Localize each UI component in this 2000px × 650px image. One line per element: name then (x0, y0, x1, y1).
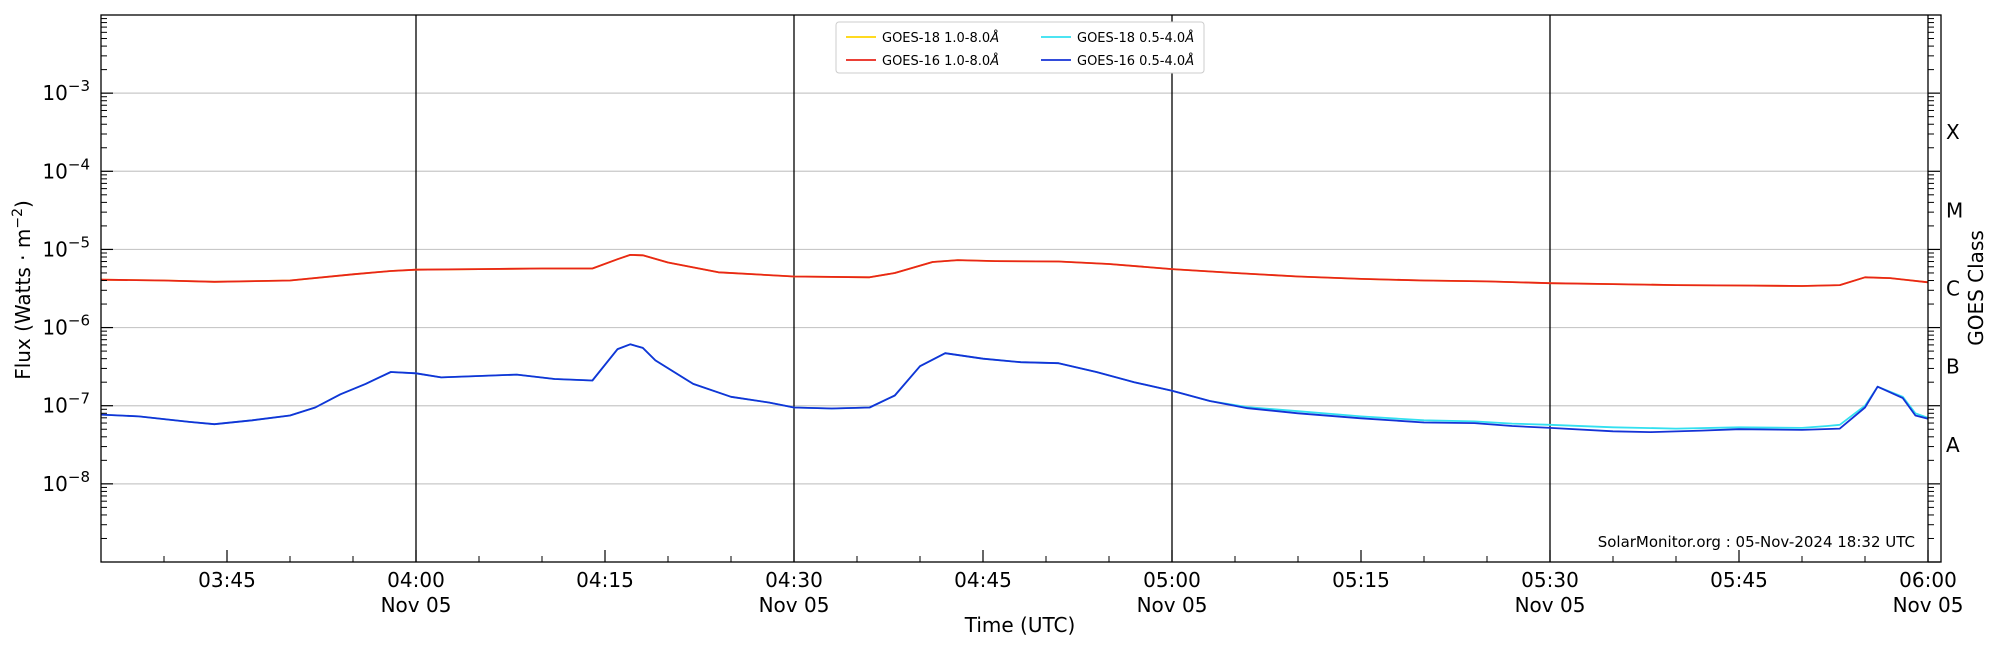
y-tick-label-2: 10−6 (42, 312, 90, 340)
y-tick-label-4: 10−4 (42, 155, 90, 183)
legend-label-1: GOES-16 1.0-8.0Å (882, 53, 999, 69)
plot-frame (100, 14, 1942, 563)
series-line-1 (100, 254, 1929, 287)
legend-label-3: GOES-16 0.5-4.0Å (1077, 53, 1194, 69)
x-tick-label-7: 05:30 (1521, 568, 1579, 592)
goes-class-label-m: M (1946, 198, 1963, 222)
series-line-2 (100, 343, 1929, 430)
goes-class-axis-label: GOES Class (1964, 230, 1988, 346)
x-tick-label-6: 05:15 (1332, 568, 1390, 592)
watermark-text: SolarMonitor.org : 05-Nov-2024 18:32 UTC (1598, 533, 1915, 551)
legend-label-2: GOES-18 0.5-4.0Å (1077, 30, 1194, 46)
y-axis-label-sup: −2 (10, 208, 26, 229)
series-line-0 (100, 254, 1929, 287)
legend-box (835, 21, 1205, 74)
y-tick-label-1: 10−7 (42, 390, 90, 418)
y-tick-label-0: 10−8 (42, 468, 90, 496)
goes-class-label-c: C (1946, 277, 1960, 301)
x-tick-date-5: Nov 05 (1137, 593, 1208, 617)
series-layer (100, 254, 1929, 433)
y-axis-label: Flux (Watts · m−2) (10, 200, 35, 380)
goes-class-label-a: A (1946, 433, 1960, 457)
x-tick-label-1: 04:00 (387, 568, 445, 592)
x-tick-date-1: Nov 05 (381, 593, 452, 617)
x-tick-label-8: 05:45 (1710, 568, 1768, 592)
legend-label-0: GOES-18 1.0-8.0Å (882, 30, 999, 46)
x-tick-label-2: 04:15 (576, 568, 634, 592)
series-line-3 (100, 343, 1929, 433)
x-tick-label-5: 05:00 (1143, 568, 1201, 592)
x-tick-label-4: 04:45 (954, 568, 1012, 592)
legend: GOES-18 1.0-8.0Å GOES-16 1.0-8.0Å GOES-18 … (835, 21, 1205, 74)
goes-class-label-b: B (1946, 355, 1960, 379)
y-axis-label-end: ) (11, 200, 35, 208)
ticks-layer (100, 18, 1940, 563)
x-tick-label-9: 06:00 (1899, 568, 1957, 592)
x-axis-label: Time (UTC) (964, 613, 1076, 637)
x-tick-date-9: Nov 05 (1893, 593, 1964, 617)
grid-layer (101, 15, 1928, 562)
x-tick-label-0: 03:45 (198, 568, 256, 592)
goes-class-label-x: X (1946, 120, 1960, 144)
x-tick-date-3: Nov 05 (759, 593, 830, 617)
x-tick-date-7: Nov 05 (1515, 593, 1586, 617)
y-tick-label-3: 10−5 (42, 233, 90, 261)
x-tick-label-3: 04:30 (765, 568, 823, 592)
y-tick-label-5: 10−3 (42, 77, 90, 105)
